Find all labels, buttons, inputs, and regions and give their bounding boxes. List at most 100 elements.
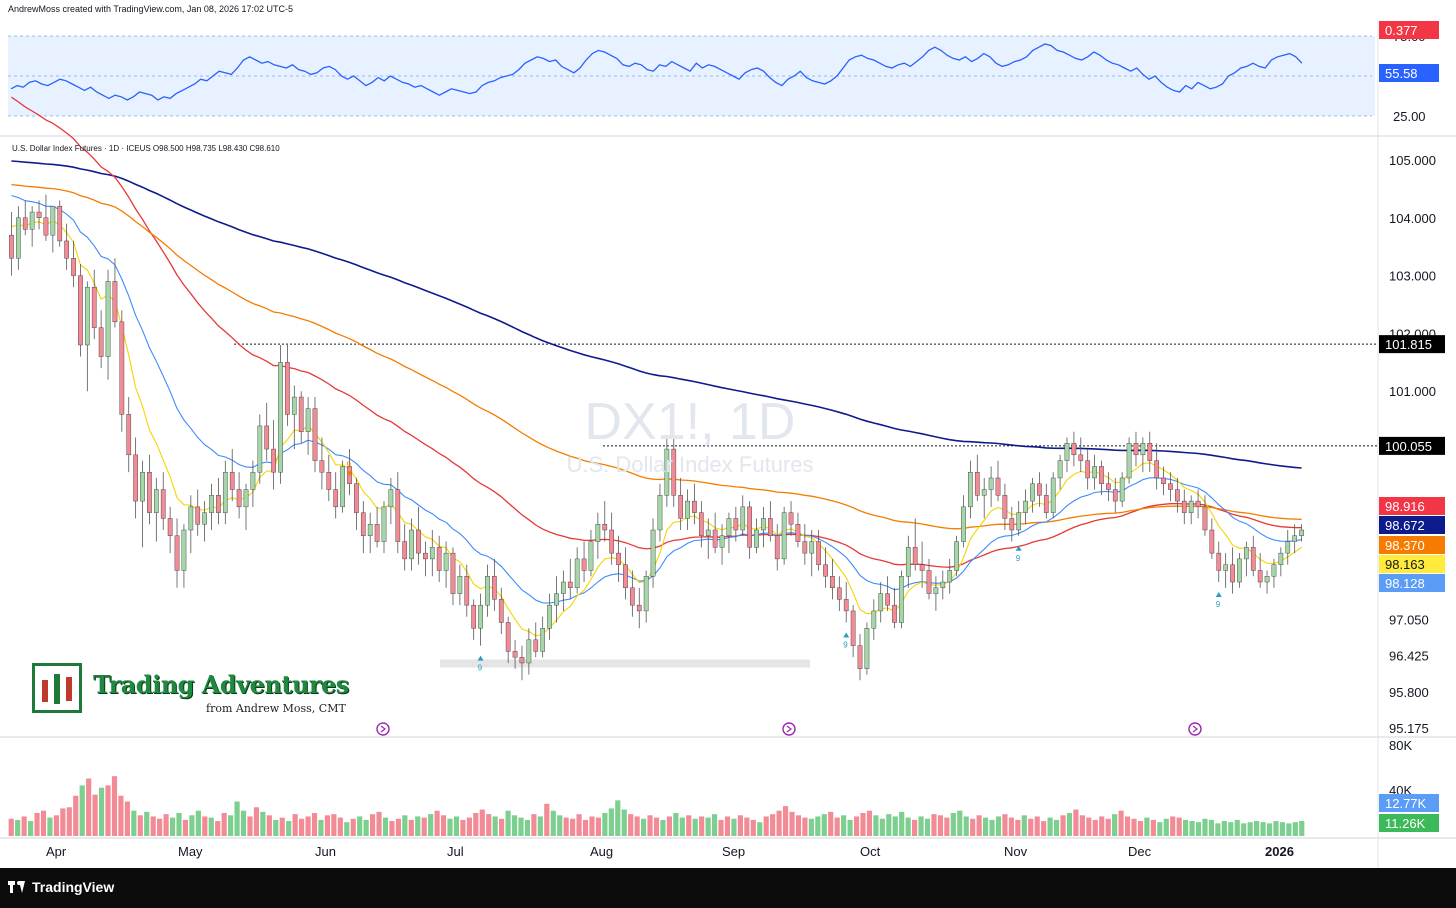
volume-bar (931, 814, 937, 836)
candle-down (174, 535, 180, 571)
candle-up (940, 581, 946, 589)
volume-bar (228, 815, 234, 836)
brand-subtitle: from Andrew Moss, CMT (206, 702, 346, 715)
volume-bar (1086, 817, 1092, 836)
candle-down (298, 396, 304, 432)
candle-down (816, 541, 821, 565)
volume-bar (1286, 823, 1292, 836)
volume-bar (402, 815, 408, 836)
volume-bar (524, 819, 531, 836)
volume-ma-badge: 12.77K (1385, 796, 1427, 811)
event-marker-icon (1188, 722, 1202, 736)
volume-bar (673, 813, 679, 836)
volume-bar (305, 816, 311, 836)
candle-down (1147, 443, 1153, 461)
volume-bar (950, 813, 956, 836)
volume-bar (318, 819, 324, 836)
candle-up (650, 529, 656, 577)
candle-up (1016, 512, 1022, 531)
volume-bar (460, 819, 466, 836)
volume-bar (124, 801, 130, 836)
candle-up (809, 541, 815, 554)
volume-bar (1195, 822, 1202, 836)
candle-down (567, 581, 573, 589)
volume-last-badge-bg (1379, 814, 1439, 832)
candle-down (112, 281, 118, 323)
volume-bar (589, 816, 595, 836)
volume-bar (376, 811, 382, 836)
volume-bar (628, 814, 634, 836)
setup-up-marker-icon (843, 632, 850, 638)
candle-down (64, 240, 69, 259)
volume-bar (182, 819, 189, 836)
candle-down (830, 576, 835, 589)
candle-down (581, 558, 587, 571)
chart-canvas[interactable]: 75.0050.0025.00105.000104.000103.000102.… (0, 0, 1456, 868)
candle-down (974, 471, 980, 496)
candle-up (209, 495, 214, 513)
volume-bar (679, 817, 685, 836)
volume-bar (344, 822, 350, 836)
volume-bar (369, 814, 376, 836)
volume-bar (905, 817, 911, 836)
candle-down (119, 321, 125, 415)
candle-down (1250, 547, 1256, 571)
candle-up (595, 524, 601, 542)
month-label: Oct (860, 844, 881, 859)
candle-up (1126, 443, 1132, 479)
rsi-band (8, 36, 1375, 116)
volume-bar (221, 813, 227, 836)
candle-down (609, 529, 614, 554)
price-badge: 101.815 (1385, 337, 1432, 352)
price-tick-label: 95.175 (1389, 721, 1429, 736)
candle-up (278, 362, 283, 473)
tradingview-logo[interactable]: TradingView (8, 879, 114, 895)
candle-up (1223, 564, 1229, 571)
candle-down (1002, 495, 1008, 519)
volume-bar (1131, 818, 1137, 836)
candle-down (1112, 489, 1118, 502)
volume-bar (1002, 814, 1008, 836)
candle-up (561, 581, 566, 594)
candle-up (761, 518, 766, 531)
volume-bar (537, 816, 543, 836)
candle-up (291, 396, 297, 415)
setup-up-marker-icon (1015, 545, 1022, 551)
volume-bar (899, 811, 905, 836)
candle-up (961, 506, 966, 542)
volume-bar (66, 807, 72, 836)
month-label: May (178, 844, 203, 859)
month-label: 2026 (1265, 844, 1294, 859)
volume-bar (382, 817, 389, 836)
volume-bar (1241, 823, 1247, 836)
tradingview-icon (8, 881, 26, 893)
candle-down (699, 512, 704, 536)
candle-up (443, 552, 449, 571)
candle-down (36, 211, 42, 219)
volume-bar (363, 819, 369, 836)
volume-bar (511, 815, 518, 836)
price-tick-label: 103.000 (1389, 269, 1436, 284)
candle-up (547, 604, 552, 629)
volume-bar (737, 815, 743, 836)
volume-bar (1092, 819, 1098, 836)
price-badge-bg (1379, 516, 1445, 534)
candle-up (1237, 558, 1242, 583)
volume-bar (473, 813, 479, 836)
volume-bar (847, 819, 853, 836)
candle-down (312, 408, 318, 461)
setup-up-marker-icon (1215, 592, 1222, 598)
volume-bar (331, 814, 337, 836)
volume-bar (795, 815, 802, 836)
volume-bar (879, 818, 885, 836)
price-badge: 98.163 (1385, 557, 1425, 572)
volume-bar (666, 816, 672, 836)
volume-bar (866, 810, 873, 836)
candle-down (464, 576, 470, 606)
candle-down (892, 604, 897, 623)
volume-bar (1021, 815, 1027, 836)
candle-down (519, 656, 525, 664)
candle-down (885, 593, 890, 606)
setup-9-label: 9 (1216, 600, 1221, 609)
candle-down (795, 524, 801, 542)
